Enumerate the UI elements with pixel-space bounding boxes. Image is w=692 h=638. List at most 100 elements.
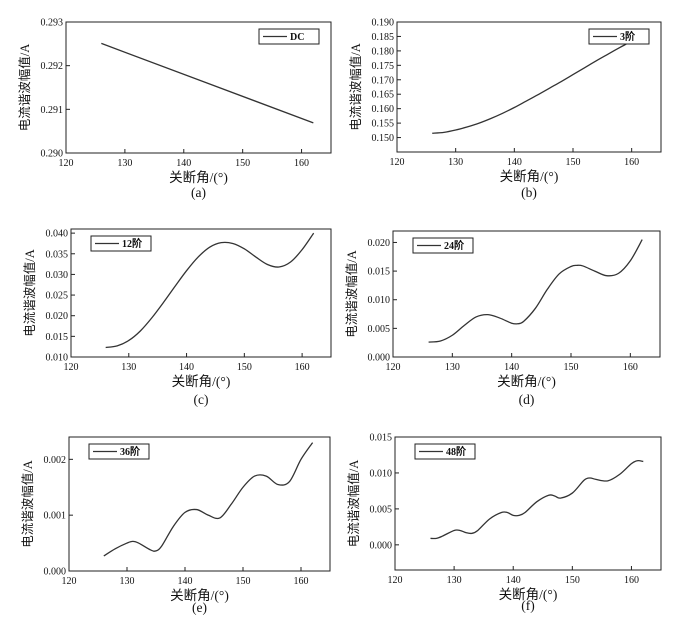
y-tick-label: 0.180 <box>372 46 395 57</box>
x-tick-label: 120 <box>386 362 401 373</box>
legend-label: 36阶 <box>120 445 141 458</box>
panel-caption: (c) <box>194 392 209 407</box>
x-tick-label: 120 <box>390 157 405 168</box>
x-tick-label: 150 <box>565 575 580 586</box>
x-tick-label: 160 <box>624 157 639 168</box>
x-tick-label: 160 <box>295 362 310 373</box>
x-tick-label: 120 <box>388 575 403 586</box>
y-tick-label: 0.015 <box>368 267 391 278</box>
x-axis-label: 关断角/(°) <box>499 587 558 602</box>
legend-box <box>412 237 474 254</box>
y-tick-label: 0.000 <box>368 353 391 364</box>
panel-caption: (e) <box>192 600 207 615</box>
x-axis-label: 关断角/(°) <box>172 374 231 389</box>
x-axis-label: 关断角/(°) <box>497 374 556 389</box>
x-tick-label: 130 <box>117 158 132 169</box>
y-tick-label: 0.150 <box>372 133 395 144</box>
x-axis-label: 关断角/(°) <box>169 170 228 185</box>
legend: 36阶 <box>88 443 150 460</box>
series-line <box>430 459 644 540</box>
y-tick-label: 0.020 <box>368 238 391 249</box>
y-axis-label: 电流谐波幅值/A <box>346 460 361 548</box>
y-tick-label: 0.005 <box>368 324 391 335</box>
legend-box <box>588 28 650 45</box>
series-line <box>432 29 644 134</box>
chart-panel-d: 120 130 140 150 160 0.000 0.005 0.010 0.015 0.020… <box>344 230 661 407</box>
chart-panel-e: 120 130 140 150 160 0.000 0.001 0.002 36阶关断角/(°)… <box>20 436 331 615</box>
plot-frame <box>394 436 662 571</box>
x-tick-label: 150 <box>566 157 581 168</box>
chart-panel-f: 120 130 140 150 160 0.000 0.005 0.010 0.015 48阶关断… <box>346 433 662 613</box>
legend: 3阶 <box>588 28 650 45</box>
y-tick-label: 0.292 <box>41 61 64 72</box>
x-tick-label: 130 <box>445 362 460 373</box>
x-axis-label: 关断角/(°) <box>500 169 559 184</box>
y-axis-label: 电流谐波幅值/A <box>22 249 37 337</box>
legend-label: 12阶 <box>122 237 143 250</box>
x-tick-label: 150 <box>564 362 579 373</box>
series-line <box>428 239 643 343</box>
legend-label: 24阶 <box>444 239 465 252</box>
y-tick-label: 0.190 <box>372 18 395 29</box>
x-tick-label: 140 <box>504 362 519 373</box>
plot-frame <box>65 21 332 154</box>
x-tick-label: 130 <box>448 157 463 168</box>
legend-box <box>258 28 320 45</box>
y-tick-label: 0.015 <box>46 332 69 343</box>
y-tick-label: 0.000 <box>370 540 393 551</box>
y-tick-label: 0.010 <box>368 295 391 306</box>
x-tick-label: 140 <box>179 362 194 373</box>
panel-caption: (f) <box>521 598 535 613</box>
y-tick-label: 0.005 <box>370 504 393 515</box>
x-tick-label: 140 <box>176 158 191 169</box>
series-line <box>103 442 314 557</box>
y-tick-label: 0.185 <box>372 32 395 43</box>
y-axis-label: 电流谐波幅值/A <box>348 43 363 131</box>
plot-frame <box>396 21 662 153</box>
plot-frame <box>392 230 661 358</box>
y-tick-label: 0.291 <box>41 105 64 116</box>
x-tick-label: 150 <box>236 576 251 587</box>
y-tick-label: 0.290 <box>41 149 64 160</box>
y-tick-label: 0.293 <box>41 18 64 29</box>
x-tick-label: 160 <box>294 576 309 587</box>
x-tick-label: 140 <box>506 575 521 586</box>
y-tick-label: 0.010 <box>46 353 69 364</box>
legend-label: 48阶 <box>446 445 467 458</box>
plot-frame <box>68 436 331 572</box>
series-line <box>105 232 315 349</box>
y-tick-label: 0.035 <box>46 249 69 260</box>
x-tick-label: 160 <box>623 362 638 373</box>
legend: 24阶 <box>412 237 474 254</box>
y-tick-label: 0.175 <box>372 61 395 72</box>
y-tick-label: 0.002 <box>44 455 67 466</box>
x-tick-label: 120 <box>62 576 77 587</box>
y-axis-label: 电流谐波幅值/A <box>344 250 359 338</box>
panel-caption: (a) <box>191 185 206 200</box>
legend-box <box>414 443 476 460</box>
x-tick-label: 150 <box>237 362 252 373</box>
series-line <box>101 42 314 124</box>
legend: 48阶 <box>414 443 476 460</box>
x-tick-label: 120 <box>64 362 79 373</box>
panel-caption: (d) <box>519 392 535 407</box>
y-tick-label: 0.025 <box>46 291 69 302</box>
y-tick-label: 0.165 <box>372 90 395 101</box>
chart-panel-a: 120 130 140 150 160 0.290 0.291 0.292 0.293 DC 关断角… <box>17 18 332 200</box>
x-tick-label: 130 <box>120 576 135 587</box>
y-tick-label: 0.040 <box>46 229 69 240</box>
y-tick-label: 0.001 <box>44 511 67 522</box>
x-tick-label: 130 <box>447 575 462 586</box>
x-axis-label: 关断角/(°) <box>170 588 229 603</box>
y-tick-label: 0.020 <box>46 311 69 322</box>
panel-caption: (b) <box>521 185 537 200</box>
legend-box <box>88 443 150 460</box>
chart-panel-c: 120 130 140 150 160 0.010 0.015 0.020 0.025 0.030… <box>22 228 332 407</box>
x-tick-label: 140 <box>178 576 193 587</box>
x-tick-label: 130 <box>121 362 136 373</box>
x-tick-label: 140 <box>507 157 522 168</box>
y-axis-label: 电流谐波幅值/A <box>17 44 32 132</box>
x-tick-label: 160 <box>624 575 639 586</box>
